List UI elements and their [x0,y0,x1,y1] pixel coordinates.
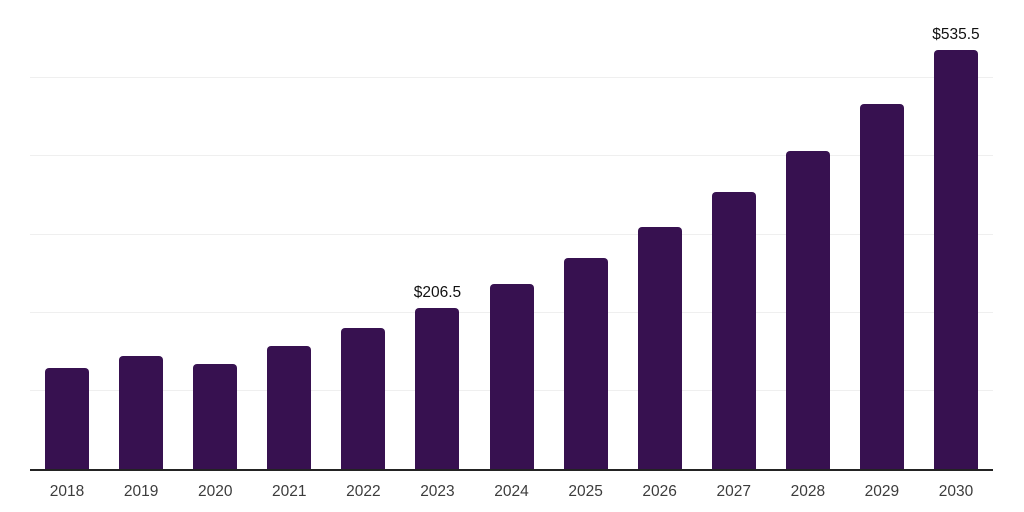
band-2027 [697,0,771,469]
x-tick-label-2029: 2029 [864,483,900,500]
bar-2030[interactable] [933,50,978,469]
bar-2020[interactable] [193,364,238,469]
bar-2027[interactable] [711,192,756,469]
x-tick-label-2019: 2019 [123,483,159,500]
band-2023: $206.5 [400,0,474,469]
plot-area: $206.5 $535.5 [30,0,993,471]
x-tick-label-2023: 2023 [420,483,455,500]
x-tick-label-2026: 2026 [642,483,677,500]
bar-2029[interactable] [859,103,904,469]
band-2028 [771,0,845,469]
x-tick-label-2018: 2018 [49,483,85,500]
bar-2021[interactable] [267,346,312,469]
x-tick-label-2024: 2024 [494,483,529,500]
x-axis-tick-labels: 2018 2019 2020 2021 2022 2023 2024 2025 2026 2027… [30,482,993,501]
gridline-300 [30,233,993,235]
x-tick-label-2030: 2030 [938,483,974,500]
bar-2028[interactable] [785,150,830,469]
x-tick-label-2027: 2027 [716,483,751,500]
data-label-2030: $535.5 [932,26,980,44]
band-2030: $535.5 [919,0,993,469]
band-2018 [30,0,104,469]
gridline-500 [30,77,993,79]
bar-2025[interactable] [563,257,608,469]
bar-2026[interactable] [637,226,682,469]
band-2020 [178,0,252,469]
band-2019 [104,0,178,469]
x-tick-label-2025: 2025 [568,483,603,500]
gridline-400 [30,155,993,157]
band-2022 [326,0,400,469]
band-2025 [549,0,623,469]
band-2021 [252,0,326,469]
bar-2022[interactable] [341,327,386,469]
bars-container: $206.5 $535.5 [30,0,993,469]
band-2024 [474,0,548,469]
bar-2023[interactable] [415,307,460,469]
bar-2019[interactable] [119,355,164,469]
band-2029 [845,0,919,469]
x-tick-label-2021: 2021 [272,483,307,500]
x-tick-label-2020: 2020 [197,483,233,500]
band-2026 [623,0,697,469]
data-label-2023: $206.5 [413,283,462,301]
x-tick-label-2022: 2022 [346,483,381,500]
x-tick-label-2028: 2028 [790,483,826,500]
bar-2024[interactable] [489,283,534,469]
bar-2018[interactable] [45,368,90,469]
